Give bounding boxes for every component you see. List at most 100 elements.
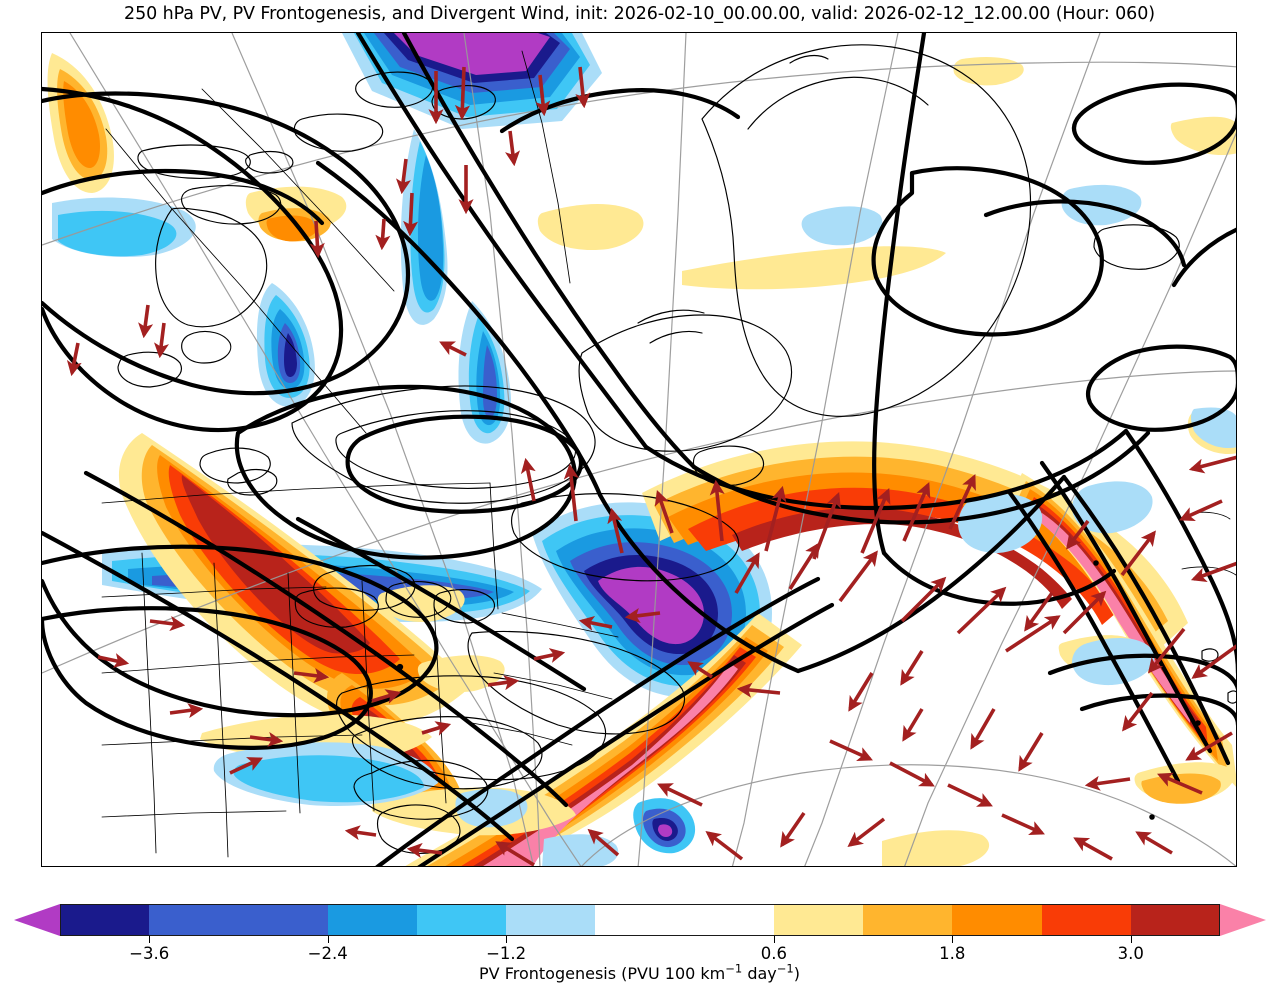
wind-arrow	[780, 811, 806, 848]
wind-arrow	[169, 703, 204, 719]
wind-arrow	[1018, 732, 1044, 772]
colorbar-label: PV Frontogenesis (PVU 100 km−1 day−1)	[0, 961, 1279, 983]
wind-arrow	[709, 479, 725, 542]
wind-arrow	[838, 550, 878, 603]
wind-arrow	[654, 489, 674, 534]
colorbar: −3.6 −2.4 −1.2 0.6 1.8 3.0 PV Frontogenesis (…	[0, 893, 1279, 1001]
wind-arrow	[900, 650, 924, 686]
wind-arrow	[587, 828, 620, 857]
wind-arrow	[149, 616, 186, 632]
wind-arrow	[421, 721, 452, 736]
wind-arrow	[900, 576, 947, 623]
gridline-lon-6	[804, 33, 1101, 866]
gridline-lon-2	[231, 33, 535, 866]
colorbar-segment	[863, 904, 953, 936]
wind-arrow	[97, 653, 130, 668]
wind-arrow	[293, 668, 330, 684]
wind-arrow	[1135, 831, 1173, 855]
wind-arrow	[1066, 519, 1090, 550]
gridline-lon-5	[731, 33, 899, 866]
wind-arrow	[1185, 731, 1233, 761]
colorbar-tick	[327, 936, 329, 943]
wind-arrow	[734, 552, 760, 594]
colorbar-label-exp1: −1	[725, 961, 743, 976]
colorbar-segment	[1130, 904, 1220, 936]
pv-contours	[42, 33, 1236, 866]
wind-arrow	[848, 672, 874, 712]
wind-arrow	[535, 74, 551, 117]
wind-arrow	[1073, 837, 1113, 861]
colorbar-segment	[773, 904, 864, 936]
gridline-lon-1	[69, 33, 582, 866]
colorbar-tick	[506, 936, 508, 943]
wind-arrow	[1147, 627, 1186, 674]
colorbar-label-exp2: −1	[776, 961, 794, 976]
wind-arrow	[1122, 691, 1154, 732]
wind-arrow	[495, 841, 535, 866]
shade-hudson-blue	[458, 301, 512, 444]
wind-arrow	[578, 615, 613, 631]
gridline-lon-4	[637, 33, 687, 866]
colorbar-tick-label: 0.6	[760, 944, 787, 963]
gridline-lat-1	[42, 61, 1236, 246]
wind-arrow	[454, 66, 471, 121]
wind-arrow	[624, 608, 661, 624]
colorbar-tick	[149, 936, 151, 943]
wind-arrow	[249, 731, 284, 747]
wind-arrow	[947, 783, 993, 807]
wind-arrow	[847, 817, 886, 847]
wind-arrow	[829, 739, 873, 762]
wind-arrow	[229, 757, 263, 775]
colorbar-segment	[506, 904, 596, 936]
wind-arrow	[403, 192, 419, 237]
wind-arrow	[309, 220, 325, 259]
shade-south-negative-notch	[633, 798, 696, 854]
wind-arrow	[860, 488, 891, 554]
wind-arrow	[406, 842, 443, 858]
figure-title: 250 hPa PV, PV Frontogenesis, and Diverg…	[124, 4, 1155, 24]
wind-arrow	[788, 542, 820, 590]
wind-arrow	[902, 482, 931, 542]
colorbar-segment	[327, 904, 417, 936]
colorbar-segment	[595, 904, 774, 936]
wind-arrow	[705, 831, 744, 861]
colorbar-bar	[13, 903, 1267, 937]
wind-arrow	[138, 304, 154, 339]
wind-arrow	[1024, 591, 1054, 632]
colorbar-label-end: )	[793, 964, 800, 983]
colorbar-tick-label: 1.8	[939, 944, 966, 963]
wind-arrow	[1188, 455, 1236, 474]
colorbar-tick-label: −3.6	[129, 944, 170, 963]
wind-arrow	[575, 66, 591, 109]
wind-arrow	[764, 485, 787, 552]
wind-arrow	[1179, 499, 1223, 522]
map-svg	[42, 33, 1236, 866]
wind-arrow	[889, 761, 935, 787]
wind-arrow	[1001, 813, 1045, 836]
wind-arrow	[505, 130, 521, 167]
wind-arrow	[563, 463, 579, 522]
map-panel	[41, 32, 1237, 867]
wind-arrow	[948, 474, 976, 530]
wind-arrow	[371, 689, 402, 704]
wind-arrow	[657, 783, 703, 807]
shade-baffin-blue	[256, 283, 315, 407]
colorbar-segment	[1041, 904, 1131, 936]
gridline-lat-3	[581, 764, 1236, 866]
colorbar-segment	[952, 904, 1042, 936]
wind-arrow	[970, 708, 996, 750]
colorbar-tick	[952, 936, 954, 943]
colorbar-tick	[773, 936, 775, 943]
colorbar-label-mid: day	[742, 964, 777, 983]
colorbar-tick-label: 3.0	[1117, 944, 1144, 963]
wind-arrow	[607, 507, 624, 554]
wind-arrow	[66, 342, 82, 377]
colorbar-tick-label: −2.4	[307, 944, 348, 963]
wind-arrow	[902, 708, 924, 742]
wind-arrow	[736, 682, 781, 698]
wind-arrow	[533, 648, 566, 663]
colorbar-segment	[60, 904, 150, 936]
colorbar-tick	[1130, 936, 1132, 943]
wind-arrow	[1005, 615, 1061, 653]
